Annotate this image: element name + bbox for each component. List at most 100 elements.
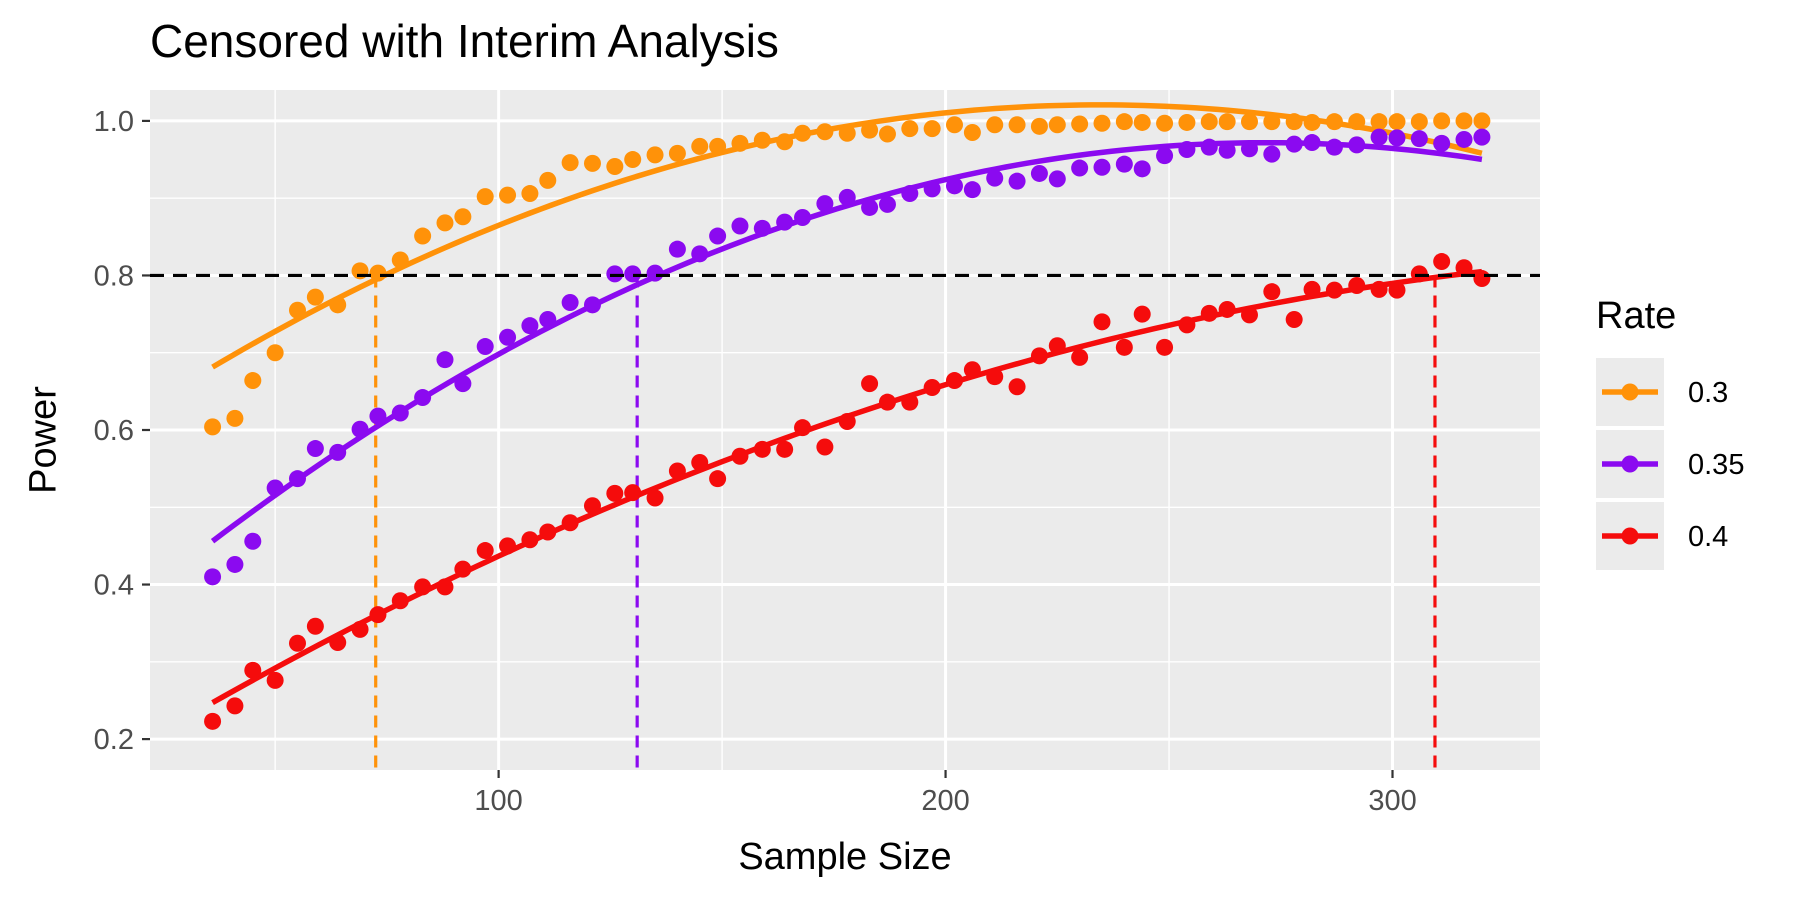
data-point-0.3 (1370, 113, 1388, 131)
data-point-0.4 (1433, 253, 1451, 271)
data-point-0.3 (816, 123, 834, 141)
y-tick-label: 0.6 (94, 415, 134, 447)
data-point-0.4 (1370, 280, 1388, 298)
data-point-0.3 (709, 137, 727, 155)
data-point-0.4 (1048, 337, 1066, 355)
data-point-0.4 (351, 620, 369, 638)
data-point-0.35 (963, 181, 981, 199)
data-point-0.35 (266, 479, 284, 497)
data-point-0.35 (1325, 138, 1343, 156)
data-point-0.3 (436, 214, 454, 232)
data-point-0.3 (266, 344, 284, 362)
data-point-0.35 (391, 404, 409, 422)
data-point-0.4 (414, 578, 432, 596)
data-point-0.4 (454, 560, 472, 578)
data-point-0.35 (1071, 159, 1089, 177)
data-point-0.35 (414, 389, 432, 407)
data-point-0.3 (521, 185, 539, 203)
data-point-0.4 (499, 537, 517, 555)
data-point-0.3 (1240, 113, 1258, 131)
data-point-0.35 (878, 195, 896, 213)
data-point-0.4 (1008, 378, 1026, 396)
data-point-0.4 (691, 453, 709, 471)
data-point-0.3 (1200, 113, 1218, 131)
data-point-0.4 (776, 440, 794, 458)
data-point-0.4 (1348, 277, 1366, 294)
data-point-0.4 (1303, 280, 1321, 298)
data-point-0.3 (1115, 113, 1133, 131)
data-point-0.4 (266, 671, 284, 689)
data-point-0.35 (369, 407, 387, 425)
data-point-0.3 (329, 296, 347, 314)
data-point-0.35 (1133, 160, 1151, 178)
data-point-0.4 (226, 697, 244, 715)
data-point-0.3 (606, 158, 624, 175)
data-point-0.35 (776, 213, 794, 231)
data-point-0.35 (1218, 141, 1236, 159)
data-point-0.35 (753, 219, 771, 237)
legend-key-point (1621, 455, 1639, 473)
data-point-0.35 (1433, 134, 1451, 152)
data-point-0.3 (306, 288, 324, 306)
data-point-0.35 (351, 420, 369, 438)
data-point-0.35 (499, 328, 517, 346)
y-tick-label: 0.4 (94, 570, 134, 602)
data-point-0.35 (923, 180, 941, 198)
data-point-0.4 (1115, 338, 1133, 356)
data-point-0.4 (1093, 313, 1111, 331)
y-tick-label: 0.2 (94, 724, 134, 756)
data-point-0.3 (1325, 113, 1343, 131)
data-point-0.3 (1388, 113, 1406, 131)
data-point-0.3 (1348, 113, 1366, 131)
data-point-0.35 (454, 375, 472, 393)
data-point-0.3 (878, 125, 896, 143)
data-point-0.4 (753, 440, 771, 458)
data-point-0.3 (244, 372, 262, 390)
data-point-0.35 (1030, 164, 1048, 182)
data-point-0.4 (901, 393, 919, 411)
data-point-0.35 (668, 240, 686, 258)
data-point-0.35 (1303, 134, 1321, 152)
data-point-0.35 (204, 568, 222, 586)
data-point-0.3 (1156, 114, 1174, 132)
data-point-0.3 (838, 124, 856, 142)
data-point-0.3 (753, 131, 771, 149)
data-point-0.3 (1008, 116, 1026, 134)
data-point-0.3 (1410, 113, 1428, 131)
data-point-0.35 (691, 245, 709, 263)
data-point-0.3 (624, 151, 642, 169)
data-point-0.3 (1133, 113, 1151, 131)
data-point-0.35 (306, 440, 324, 458)
data-point-0.35 (1410, 130, 1428, 148)
data-point-0.3 (776, 133, 794, 151)
data-point-0.3 (923, 120, 941, 138)
data-point-0.4 (646, 489, 664, 507)
data-point-0.4 (709, 470, 727, 488)
data-point-0.4 (329, 634, 347, 651)
data-point-0.4 (539, 523, 557, 541)
data-point-0.4 (963, 361, 981, 379)
x-tick-label: 200 (921, 785, 969, 817)
data-point-0.4 (1218, 300, 1236, 318)
data-point-0.4 (436, 578, 454, 596)
x-tick-label: 100 (474, 785, 522, 817)
data-point-0.4 (816, 438, 834, 456)
data-point-0.3 (1303, 113, 1321, 131)
data-point-0.3 (391, 251, 409, 269)
data-point-0.4 (1240, 306, 1258, 324)
data-point-0.4 (476, 542, 494, 560)
data-point-0.4 (244, 661, 262, 679)
data-point-0.35 (288, 470, 306, 488)
data-point-0.4 (1200, 304, 1218, 322)
data-point-0.35 (709, 227, 727, 245)
data-point-0.3 (204, 418, 222, 436)
data-point-0.4 (288, 634, 306, 652)
data-point-0.35 (794, 209, 812, 226)
data-point-0.35 (816, 195, 834, 213)
data-point-0.3 (226, 409, 244, 427)
data-point-0.3 (499, 186, 517, 204)
data-point-0.35 (646, 264, 664, 282)
data-point-0.4 (1071, 348, 1089, 366)
data-point-0.35 (1388, 129, 1406, 147)
data-point-0.3 (646, 146, 664, 164)
